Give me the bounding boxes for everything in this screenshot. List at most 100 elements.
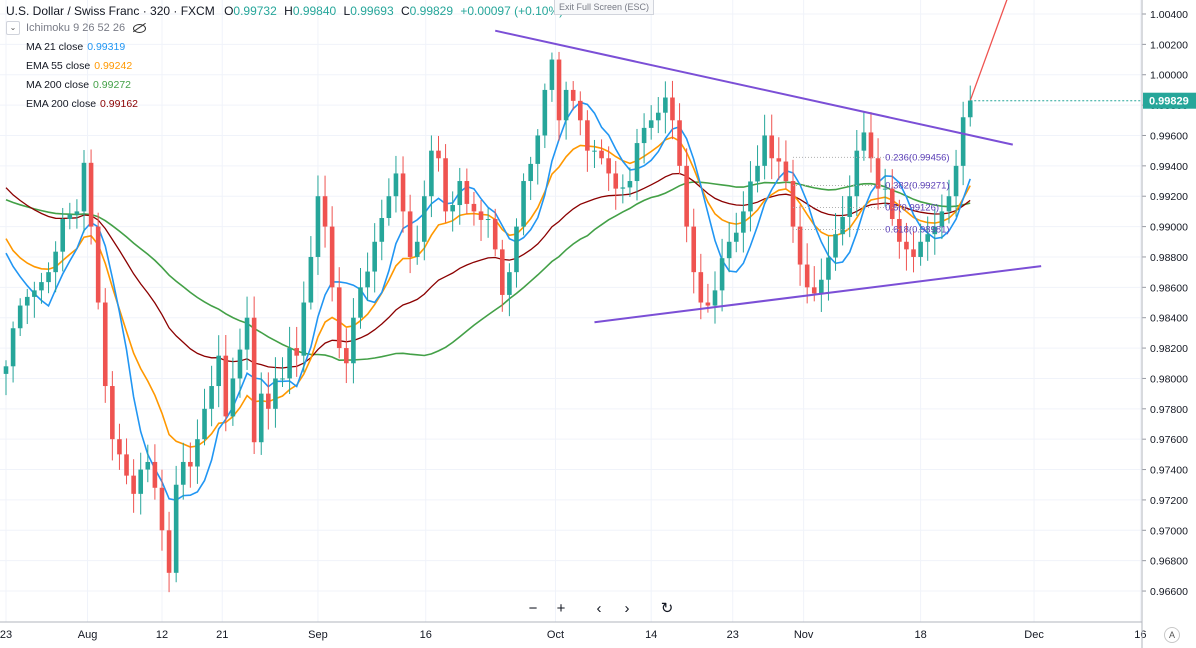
indicator-label: EMA 200 close (26, 98, 97, 110)
candle-body (563, 89, 569, 121)
candle (237, 328, 243, 398)
candle (939, 194, 945, 240)
candle-body (797, 226, 803, 265)
candle-body (889, 188, 895, 219)
candle (464, 168, 470, 215)
candle-body (826, 257, 831, 280)
candle (24, 288, 30, 325)
candle (166, 511, 172, 593)
candle (393, 155, 399, 213)
candle-body (10, 328, 16, 367)
exit-full-screen-button[interactable]: Exit Full Screen (ESC) (554, 0, 655, 15)
candle (351, 298, 356, 384)
candle-body (244, 317, 250, 350)
candle (216, 335, 221, 408)
indicator-label: MA 200 close (26, 79, 90, 91)
candle-body (790, 181, 796, 227)
candle (379, 199, 385, 261)
drawings (494, 0, 1042, 324)
candle-body (535, 135, 541, 164)
candle-body (677, 120, 682, 166)
candle (726, 222, 732, 273)
candle (847, 175, 853, 238)
candle-body (960, 117, 966, 166)
candle-body (443, 158, 448, 212)
y-tick-label: 0.99600 (1150, 130, 1188, 142)
candle (46, 262, 51, 294)
fib-level-label: 0.618(0.98981) (885, 224, 949, 235)
y-tick-label: 1.00200 (1150, 39, 1188, 51)
fib-level-label: 0.236(0.99456) (885, 152, 949, 163)
candle (308, 236, 314, 310)
eye-hidden-icon[interactable] (133, 23, 147, 33)
candle-body (804, 264, 810, 288)
candle-body (585, 120, 590, 151)
candle (173, 465, 179, 583)
candle (613, 160, 619, 210)
indicator-row[interactable]: MA 200 close 0.99272 (6, 76, 563, 95)
candle (932, 209, 938, 255)
candle-body (39, 282, 44, 291)
candle (960, 101, 966, 186)
candle-body (145, 461, 151, 470)
candle (577, 91, 583, 136)
candle-body (379, 218, 385, 242)
candle (329, 206, 335, 302)
candle-body (464, 181, 470, 204)
candle (719, 238, 725, 312)
candle (81, 150, 87, 233)
candle-body (762, 135, 767, 166)
indicator-row[interactable]: EMA 200 close 0.99162 (6, 95, 563, 114)
candle-body (74, 211, 80, 215)
candle (17, 298, 23, 337)
candle-body (365, 271, 370, 288)
candle-body (407, 211, 413, 257)
candle (797, 205, 803, 286)
candle-body (577, 100, 583, 121)
low-value: 0.99693 (350, 4, 394, 18)
candle-body (301, 302, 307, 356)
ichimoku-row[interactable]: ⌄ Ichimoku 9 26 52 26 (6, 18, 563, 38)
x-tick-label: 14 (645, 629, 657, 641)
candle-body (173, 484, 179, 573)
candle (223, 335, 229, 432)
candle (386, 178, 392, 226)
candle-body (216, 355, 221, 387)
x-tick-label: 23 (0, 629, 12, 641)
candle (889, 169, 895, 226)
candle (336, 267, 342, 359)
candle-body (3, 366, 9, 374)
zoom-out-button[interactable]: − (528, 600, 538, 617)
candle (535, 129, 541, 185)
candle (953, 149, 959, 217)
indicator-label: EMA 55 close (26, 60, 91, 72)
candle (627, 167, 633, 197)
candle (443, 144, 448, 223)
candle-body (436, 150, 441, 159)
indicator-row[interactable]: MA 21 close 0.99319 (6, 38, 563, 57)
indicator-value: 0.99242 (94, 60, 133, 72)
scroll-left-button[interactable]: ‹ (596, 600, 602, 617)
reset-chart-button[interactable]: ↻ (660, 600, 674, 617)
projection-line (969, 0, 1008, 101)
candle-body (358, 287, 363, 318)
candle-body (875, 158, 881, 189)
scroll-right-button[interactable]: › (624, 600, 630, 617)
candle-body (315, 196, 321, 257)
zoom-in-button[interactable]: + (556, 600, 566, 617)
open-label: O (224, 4, 234, 18)
fib-level-label: 0.5(0.99126) (885, 202, 939, 213)
y-tick-label: 1.00400 (1150, 9, 1188, 21)
auto-scale-button[interactable]: A (1164, 627, 1180, 643)
candle (826, 236, 831, 301)
candle (769, 114, 775, 180)
y-tick-label: 0.99400 (1150, 161, 1188, 173)
candle (599, 139, 604, 165)
low-label: L (343, 4, 351, 18)
y-tick-label: 0.98400 (1150, 313, 1188, 325)
indicator-row[interactable]: EMA 55 close 0.99242 (6, 57, 563, 76)
candle (358, 267, 363, 329)
candle-body (507, 272, 512, 295)
collapse-chevron-icon[interactable]: ⌄ (6, 21, 20, 35)
